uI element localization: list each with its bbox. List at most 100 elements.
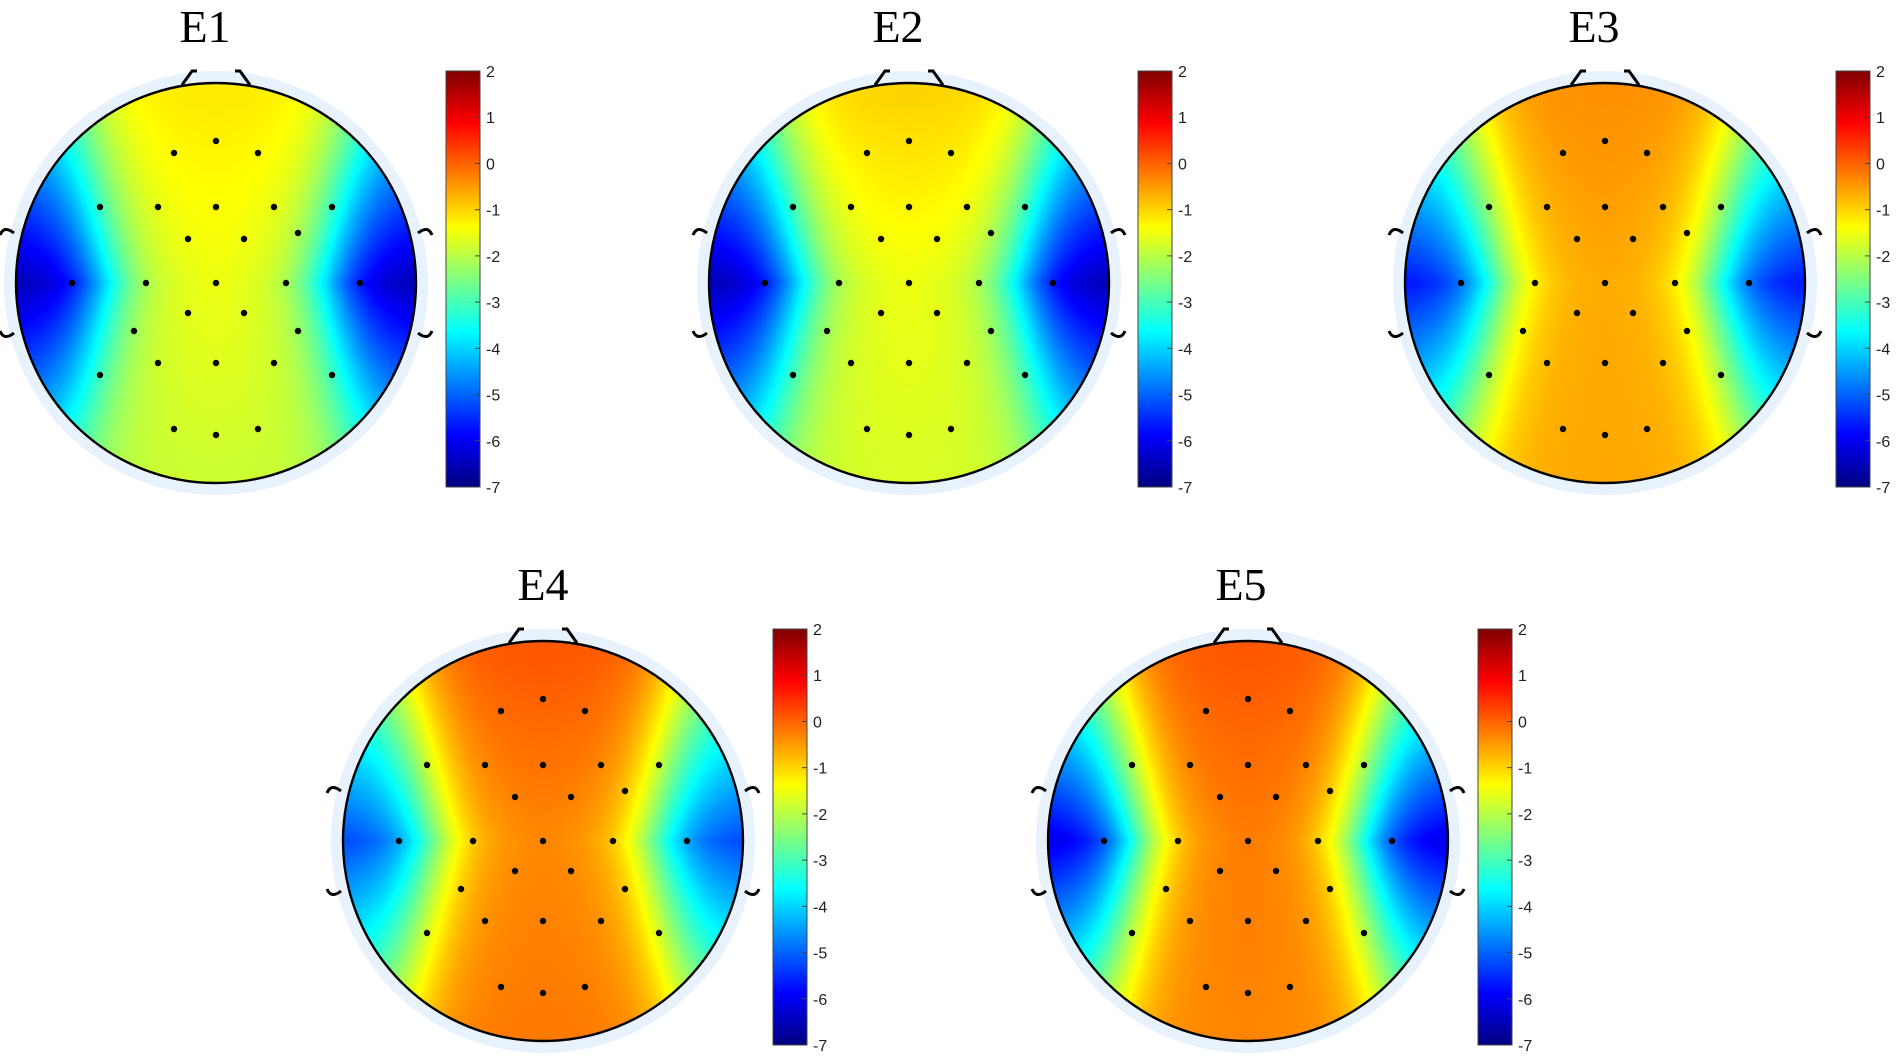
colorbar-tick-label: -6 [486, 434, 500, 451]
electrode-dot [1128, 761, 1136, 769]
electrode-dot [1717, 203, 1725, 211]
electrode-dot [823, 327, 831, 335]
electrode-dot [947, 425, 955, 433]
electrode-dot [212, 203, 220, 211]
electrode-dot [1601, 137, 1609, 145]
electrode-dot [947, 149, 955, 157]
electrode-dot [567, 867, 575, 875]
colorbar-tick-label: -7 [1178, 480, 1192, 497]
colorbar-tick-label: 0 [1178, 156, 1187, 173]
electrode-dot [581, 707, 589, 715]
colorbar-gradient [1835, 70, 1871, 488]
panel-title: E5 [1215, 559, 1266, 610]
left-ear-mark [325, 786, 342, 896]
electrode-dot [170, 149, 178, 157]
electrode-dot [847, 359, 855, 367]
colorbar-tick-label: -2 [1876, 249, 1890, 266]
electrode-dot [212, 359, 220, 367]
colorbar-tick-label: -2 [1518, 807, 1532, 824]
colorbar-tick-label: -3 [1876, 295, 1890, 312]
electrode-dot [877, 309, 885, 317]
colorbar-tick-label: -4 [1518, 899, 1532, 916]
nose-right-mark [562, 627, 579, 644]
head-outline [14, 81, 418, 485]
electrode-dot [933, 235, 941, 243]
head-outline [1403, 81, 1807, 485]
electrode-dot [481, 917, 489, 925]
electrode-dot [1601, 203, 1609, 211]
electrode-dot [1216, 793, 1224, 801]
left-ear-mark [691, 228, 708, 338]
electrode-dot [1683, 327, 1691, 335]
nose-right-mark [1267, 627, 1284, 644]
colorbar: 2 1 0 -1 -2 -3 -4 -5 -6 -7 [1835, 64, 1890, 497]
colorbar: 2 1 0 -1 -2 -3 -4 -5 -6 -7 [445, 64, 500, 497]
electrode-dot [497, 983, 505, 991]
electrode-dot [1629, 309, 1637, 317]
colorbar-tick-label: 1 [1876, 110, 1885, 127]
electrode-dot [1244, 917, 1252, 925]
electrode-dot [1272, 793, 1280, 801]
colorbar-tick-label: -3 [486, 295, 500, 312]
electrode-dot [1272, 867, 1280, 875]
colorbar-tick-label: -4 [486, 341, 500, 358]
electrode-dot [1643, 425, 1651, 433]
colorbar-tick-label: 1 [1518, 668, 1527, 685]
electrode-dot [184, 235, 192, 243]
right-ear-mark [1110, 228, 1127, 338]
electrode-dot [1573, 309, 1581, 317]
electrode-dot [1286, 707, 1294, 715]
electrode-dot [1543, 359, 1551, 367]
electrode-dot [1244, 837, 1252, 845]
colorbar-tick-label: 2 [1178, 64, 1187, 81]
electrode-dot [1360, 761, 1368, 769]
electrode-dot [130, 327, 138, 335]
nose-left-mark [1212, 627, 1229, 644]
colorbar-gradient [1477, 628, 1513, 1046]
colorbar-tick-label: -5 [1876, 388, 1890, 405]
electrode-dot [1559, 425, 1567, 433]
left-ear-mark [1387, 228, 1404, 338]
electrode-dot [1021, 203, 1029, 211]
electrode-dot [1244, 989, 1252, 997]
colorbar-tick-label: -5 [1178, 388, 1192, 405]
electrode-dot [1659, 203, 1667, 211]
head-outline [341, 639, 745, 1043]
electrode-dot [1326, 787, 1334, 795]
electrode-dot [170, 425, 178, 433]
right-ear-mark [417, 228, 434, 338]
topoplot-panel-e4: E4 [325, 559, 761, 1053]
colorbar-gradient [772, 628, 808, 1046]
electrode-dot [328, 203, 336, 211]
electrode-dot [481, 761, 489, 769]
colorbar-tick-label: 1 [813, 668, 822, 685]
electrode-dot [1457, 279, 1465, 287]
electrode-dot [863, 425, 871, 433]
head-outline [1046, 639, 1450, 1043]
electrode-dot [1559, 149, 1567, 157]
electrode-dot [877, 235, 885, 243]
electrode-dot [96, 203, 104, 211]
electrode-dot [154, 203, 162, 211]
colorbar-tick-label: -7 [1518, 1038, 1532, 1055]
nose-right-mark [235, 69, 252, 86]
colorbar-tick-label: -6 [1876, 434, 1890, 451]
electrode-dot [1360, 929, 1368, 937]
colorbar-gradient [445, 70, 481, 488]
electrode-dot [655, 929, 663, 937]
nose-right-mark [928, 69, 945, 86]
electrode-dot [1601, 359, 1609, 367]
electrode-dot [1643, 149, 1651, 157]
electrode-dot [1601, 279, 1609, 287]
electrode-dot [423, 761, 431, 769]
electrode-dot [655, 761, 663, 769]
electrode-dot [270, 203, 278, 211]
nose-left-mark [180, 69, 197, 86]
electrode-dot [240, 309, 248, 317]
topoplot-panel-e1: E1 [0, 1, 434, 495]
colorbar-tick-label: -6 [1178, 434, 1192, 451]
electrode-dot [1671, 279, 1679, 287]
electrode-dot [539, 989, 547, 997]
colorbar-tick-label: -5 [813, 946, 827, 963]
electrode-dot [511, 867, 519, 875]
